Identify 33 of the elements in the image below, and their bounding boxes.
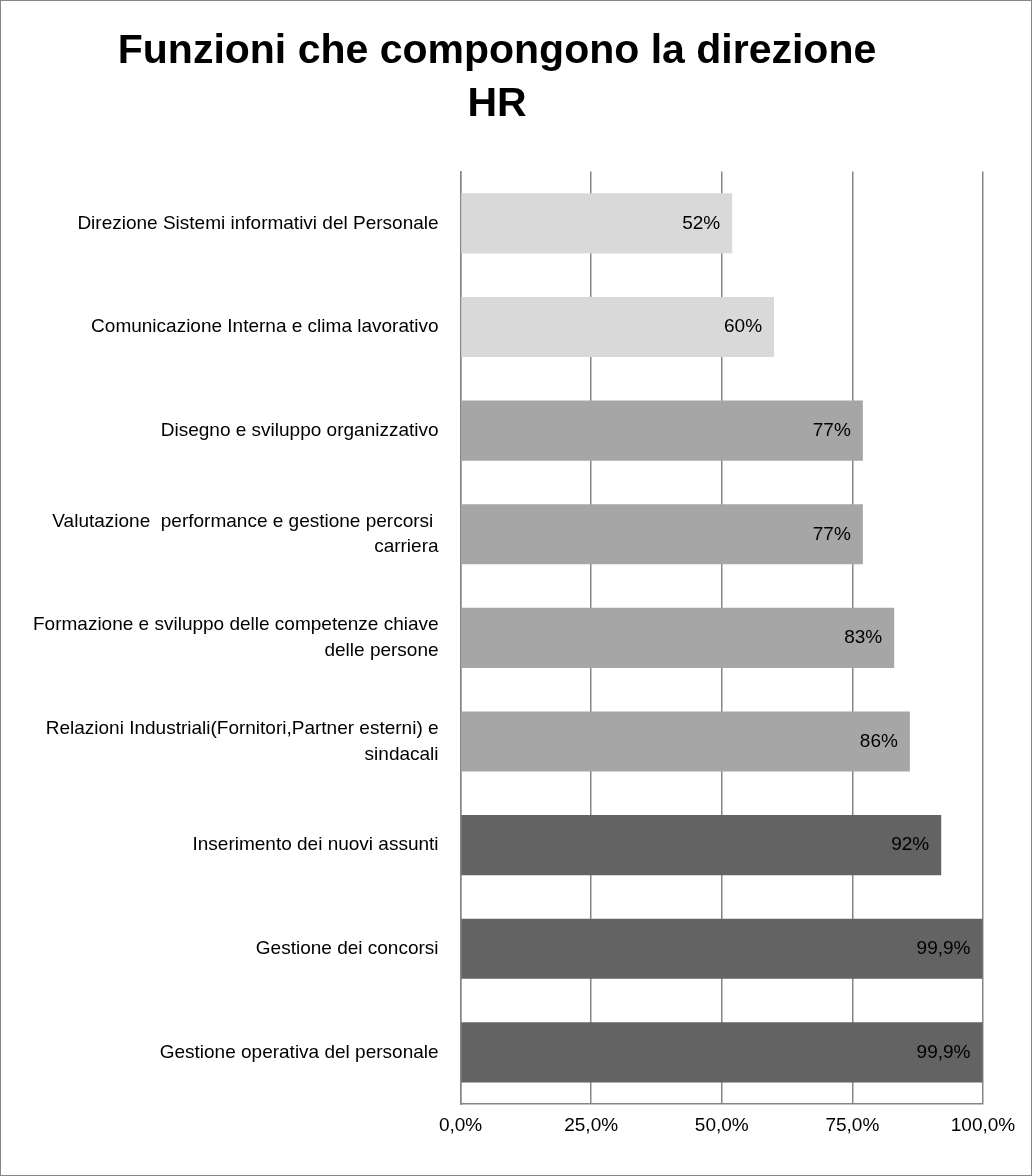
data-label: 99,9% (916, 1040, 971, 1062)
data-label: 77% (812, 418, 851, 440)
bar (461, 918, 983, 979)
data-label: 60% (723, 315, 763, 337)
data-label: 92% (891, 833, 930, 855)
y-tick-label: Gestione dei concorsi (255, 937, 439, 958)
bar (461, 193, 733, 254)
bar (461, 296, 775, 358)
x-tick-label: 50,0% (694, 1113, 749, 1135)
y-tick-label: Direzione Sistemi informativi del Personale (77, 211, 439, 233)
y-tick-label: Disegno e sviluppo organizzativo (160, 418, 439, 440)
bar (461, 711, 910, 772)
bar (461, 815, 942, 876)
y-tick-label: Relazioni Industriali(Fornitori,Partner esterni) e sindacali (45, 716, 439, 764)
x-tick-label: 100,0% (950, 1113, 1016, 1135)
x-tick-label: 0,0% (438, 1113, 483, 1135)
chart-title: Funzioni che compongono la direzione HR (117, 25, 877, 126)
data-label: 86% (859, 729, 898, 751)
bar (461, 1022, 983, 1083)
x-tick-label: 25,0% (564, 1113, 619, 1135)
y-tick-label: Comunicazione Interna e clima lavorativo (91, 315, 439, 337)
y-tick-label: Valutazione performance e gestione percorsi carriera (52, 509, 439, 557)
data-label: 77% (812, 522, 851, 544)
data-label: 99,9% (916, 937, 971, 958)
bar (461, 400, 863, 461)
y-tick-label: Formazione e sviluppo delle competenze chiave delle persone (33, 613, 439, 660)
data-label: 52% (682, 211, 721, 233)
y-tick-label: Gestione operativa del personale (159, 1040, 439, 1062)
x-tick-label: 75,0% (825, 1113, 880, 1135)
bar (461, 607, 895, 668)
y-tick-label: Inserimento dei nuovi assunti (192, 833, 439, 855)
data-label: 83% (844, 626, 883, 648)
bar (461, 504, 863, 565)
